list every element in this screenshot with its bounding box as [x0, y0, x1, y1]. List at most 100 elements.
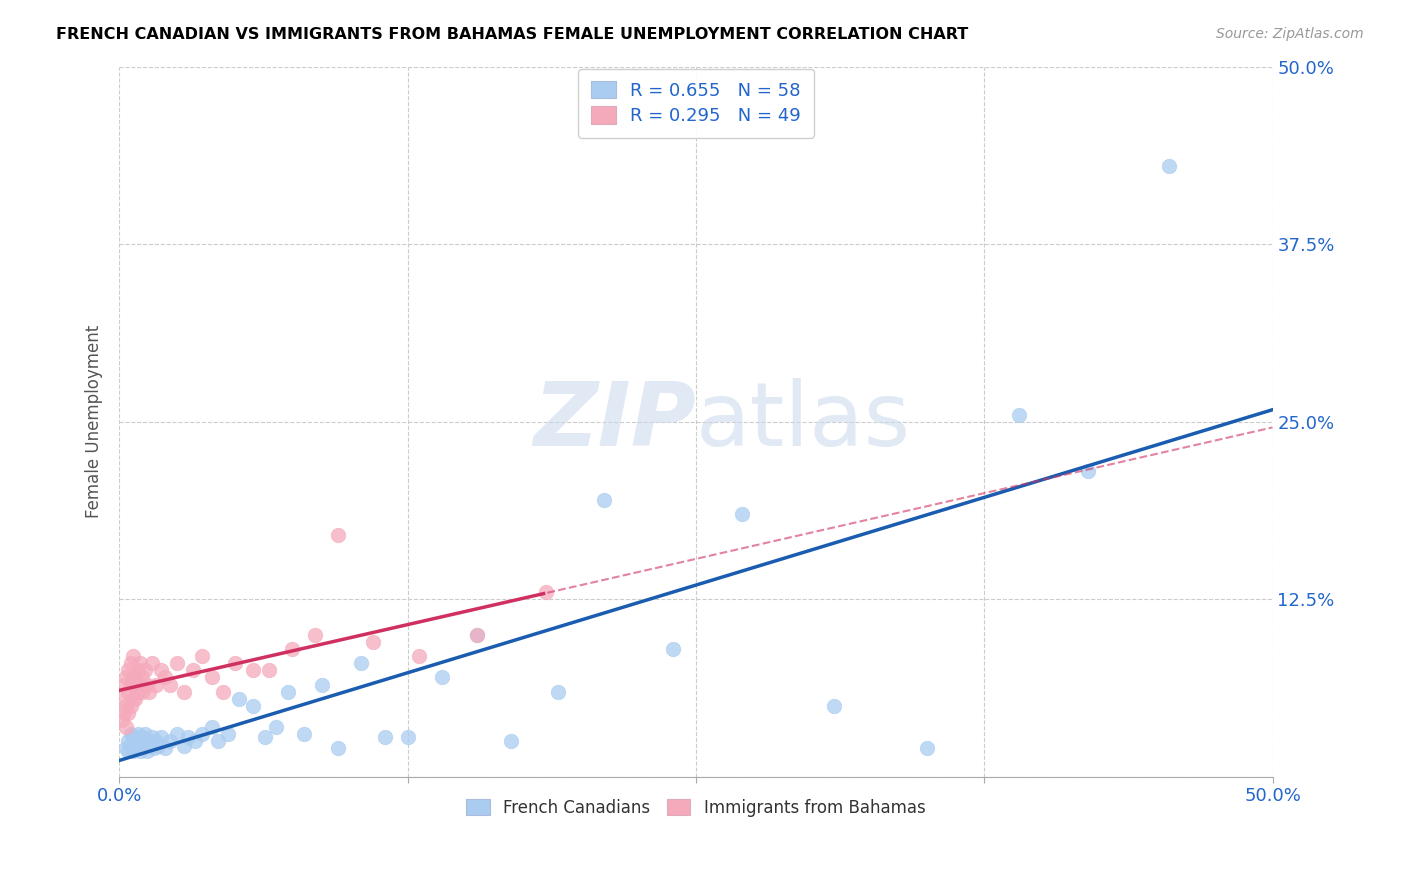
- Point: [136, 734, 159, 748]
- Point: [131, 670, 153, 684]
- Point: [207, 734, 229, 748]
- Point: [124, 734, 146, 748]
- Text: ZIP: ZIP: [533, 378, 696, 466]
- Point: [253, 730, 276, 744]
- Point: [141, 657, 163, 671]
- Point: [149, 663, 172, 677]
- Point: [149, 730, 172, 744]
- Point: [915, 741, 938, 756]
- Point: [159, 677, 181, 691]
- Point: [117, 663, 139, 677]
- Point: [122, 649, 145, 664]
- Point: [1157, 159, 1180, 173]
- Point: [292, 727, 315, 741]
- Point: [159, 734, 181, 748]
- Point: [134, 727, 156, 741]
- Point: [117, 684, 139, 698]
- Point: [124, 741, 146, 756]
- Text: atlas: atlas: [696, 378, 911, 466]
- Point: [155, 741, 177, 756]
- Point: [117, 734, 139, 748]
- Point: [117, 744, 139, 758]
- Point: [224, 657, 246, 671]
- Point: [350, 657, 373, 671]
- Point: [124, 677, 146, 691]
- Point: [200, 670, 222, 684]
- Y-axis label: Female Unemployment: Female Unemployment: [86, 325, 103, 518]
- Point: [191, 727, 214, 741]
- Point: [212, 684, 235, 698]
- Point: [110, 691, 132, 706]
- Legend: French Canadians, Immigrants from Bahamas: French Canadians, Immigrants from Bahama…: [458, 790, 934, 825]
- Point: [138, 684, 160, 698]
- Point: [122, 744, 145, 758]
- Point: [228, 691, 250, 706]
- Text: Source: ZipAtlas.com: Source: ZipAtlas.com: [1216, 27, 1364, 41]
- Point: [166, 727, 188, 741]
- Point: [177, 730, 200, 744]
- Point: [242, 663, 264, 677]
- Point: [662, 642, 685, 657]
- Point: [124, 691, 146, 706]
- Text: FRENCH CANADIAN VS IMMIGRANTS FROM BAHAMAS FEMALE UNEMPLOYMENT CORRELATION CHART: FRENCH CANADIAN VS IMMIGRANTS FROM BAHAM…: [56, 27, 969, 42]
- Point: [136, 744, 159, 758]
- Point: [396, 730, 419, 744]
- Point: [129, 734, 152, 748]
- Point: [129, 657, 152, 671]
- Point: [311, 677, 333, 691]
- Point: [127, 727, 149, 741]
- Point: [281, 642, 304, 657]
- Point: [1077, 465, 1099, 479]
- Point: [200, 720, 222, 734]
- Point: [373, 730, 395, 744]
- Point: [115, 698, 138, 713]
- Point: [361, 635, 384, 649]
- Point: [242, 698, 264, 713]
- Point: [120, 739, 142, 753]
- Point: [122, 670, 145, 684]
- Point: [547, 684, 569, 698]
- Point: [181, 663, 204, 677]
- Point: [141, 730, 163, 744]
- Point: [112, 677, 135, 691]
- Point: [408, 649, 430, 664]
- Point: [122, 691, 145, 706]
- Point: [115, 670, 138, 684]
- Point: [145, 677, 167, 691]
- Point: [501, 734, 523, 748]
- Point: [131, 684, 153, 698]
- Point: [115, 720, 138, 734]
- Point: [465, 628, 488, 642]
- Point: [120, 727, 142, 741]
- Point: [257, 663, 280, 677]
- Point: [277, 684, 299, 698]
- Point: [731, 507, 754, 521]
- Point: [823, 698, 845, 713]
- Point: [465, 628, 488, 642]
- Point: [117, 706, 139, 720]
- Point: [191, 649, 214, 664]
- Point: [166, 657, 188, 671]
- Point: [142, 741, 165, 756]
- Point: [127, 663, 149, 677]
- Point: [264, 720, 287, 734]
- Point: [328, 528, 350, 542]
- Point: [304, 628, 326, 642]
- Point: [129, 744, 152, 758]
- Point: [1008, 408, 1031, 422]
- Point: [534, 585, 557, 599]
- Point: [592, 492, 614, 507]
- Point: [430, 670, 453, 684]
- Point: [124, 670, 146, 684]
- Point: [131, 741, 153, 756]
- Point: [127, 739, 149, 753]
- Point: [328, 741, 350, 756]
- Point: [112, 706, 135, 720]
- Point: [217, 727, 239, 741]
- Point: [138, 739, 160, 753]
- Point: [148, 739, 170, 753]
- Point: [155, 670, 177, 684]
- Point: [122, 730, 145, 744]
- Point: [131, 730, 153, 744]
- Point: [127, 684, 149, 698]
